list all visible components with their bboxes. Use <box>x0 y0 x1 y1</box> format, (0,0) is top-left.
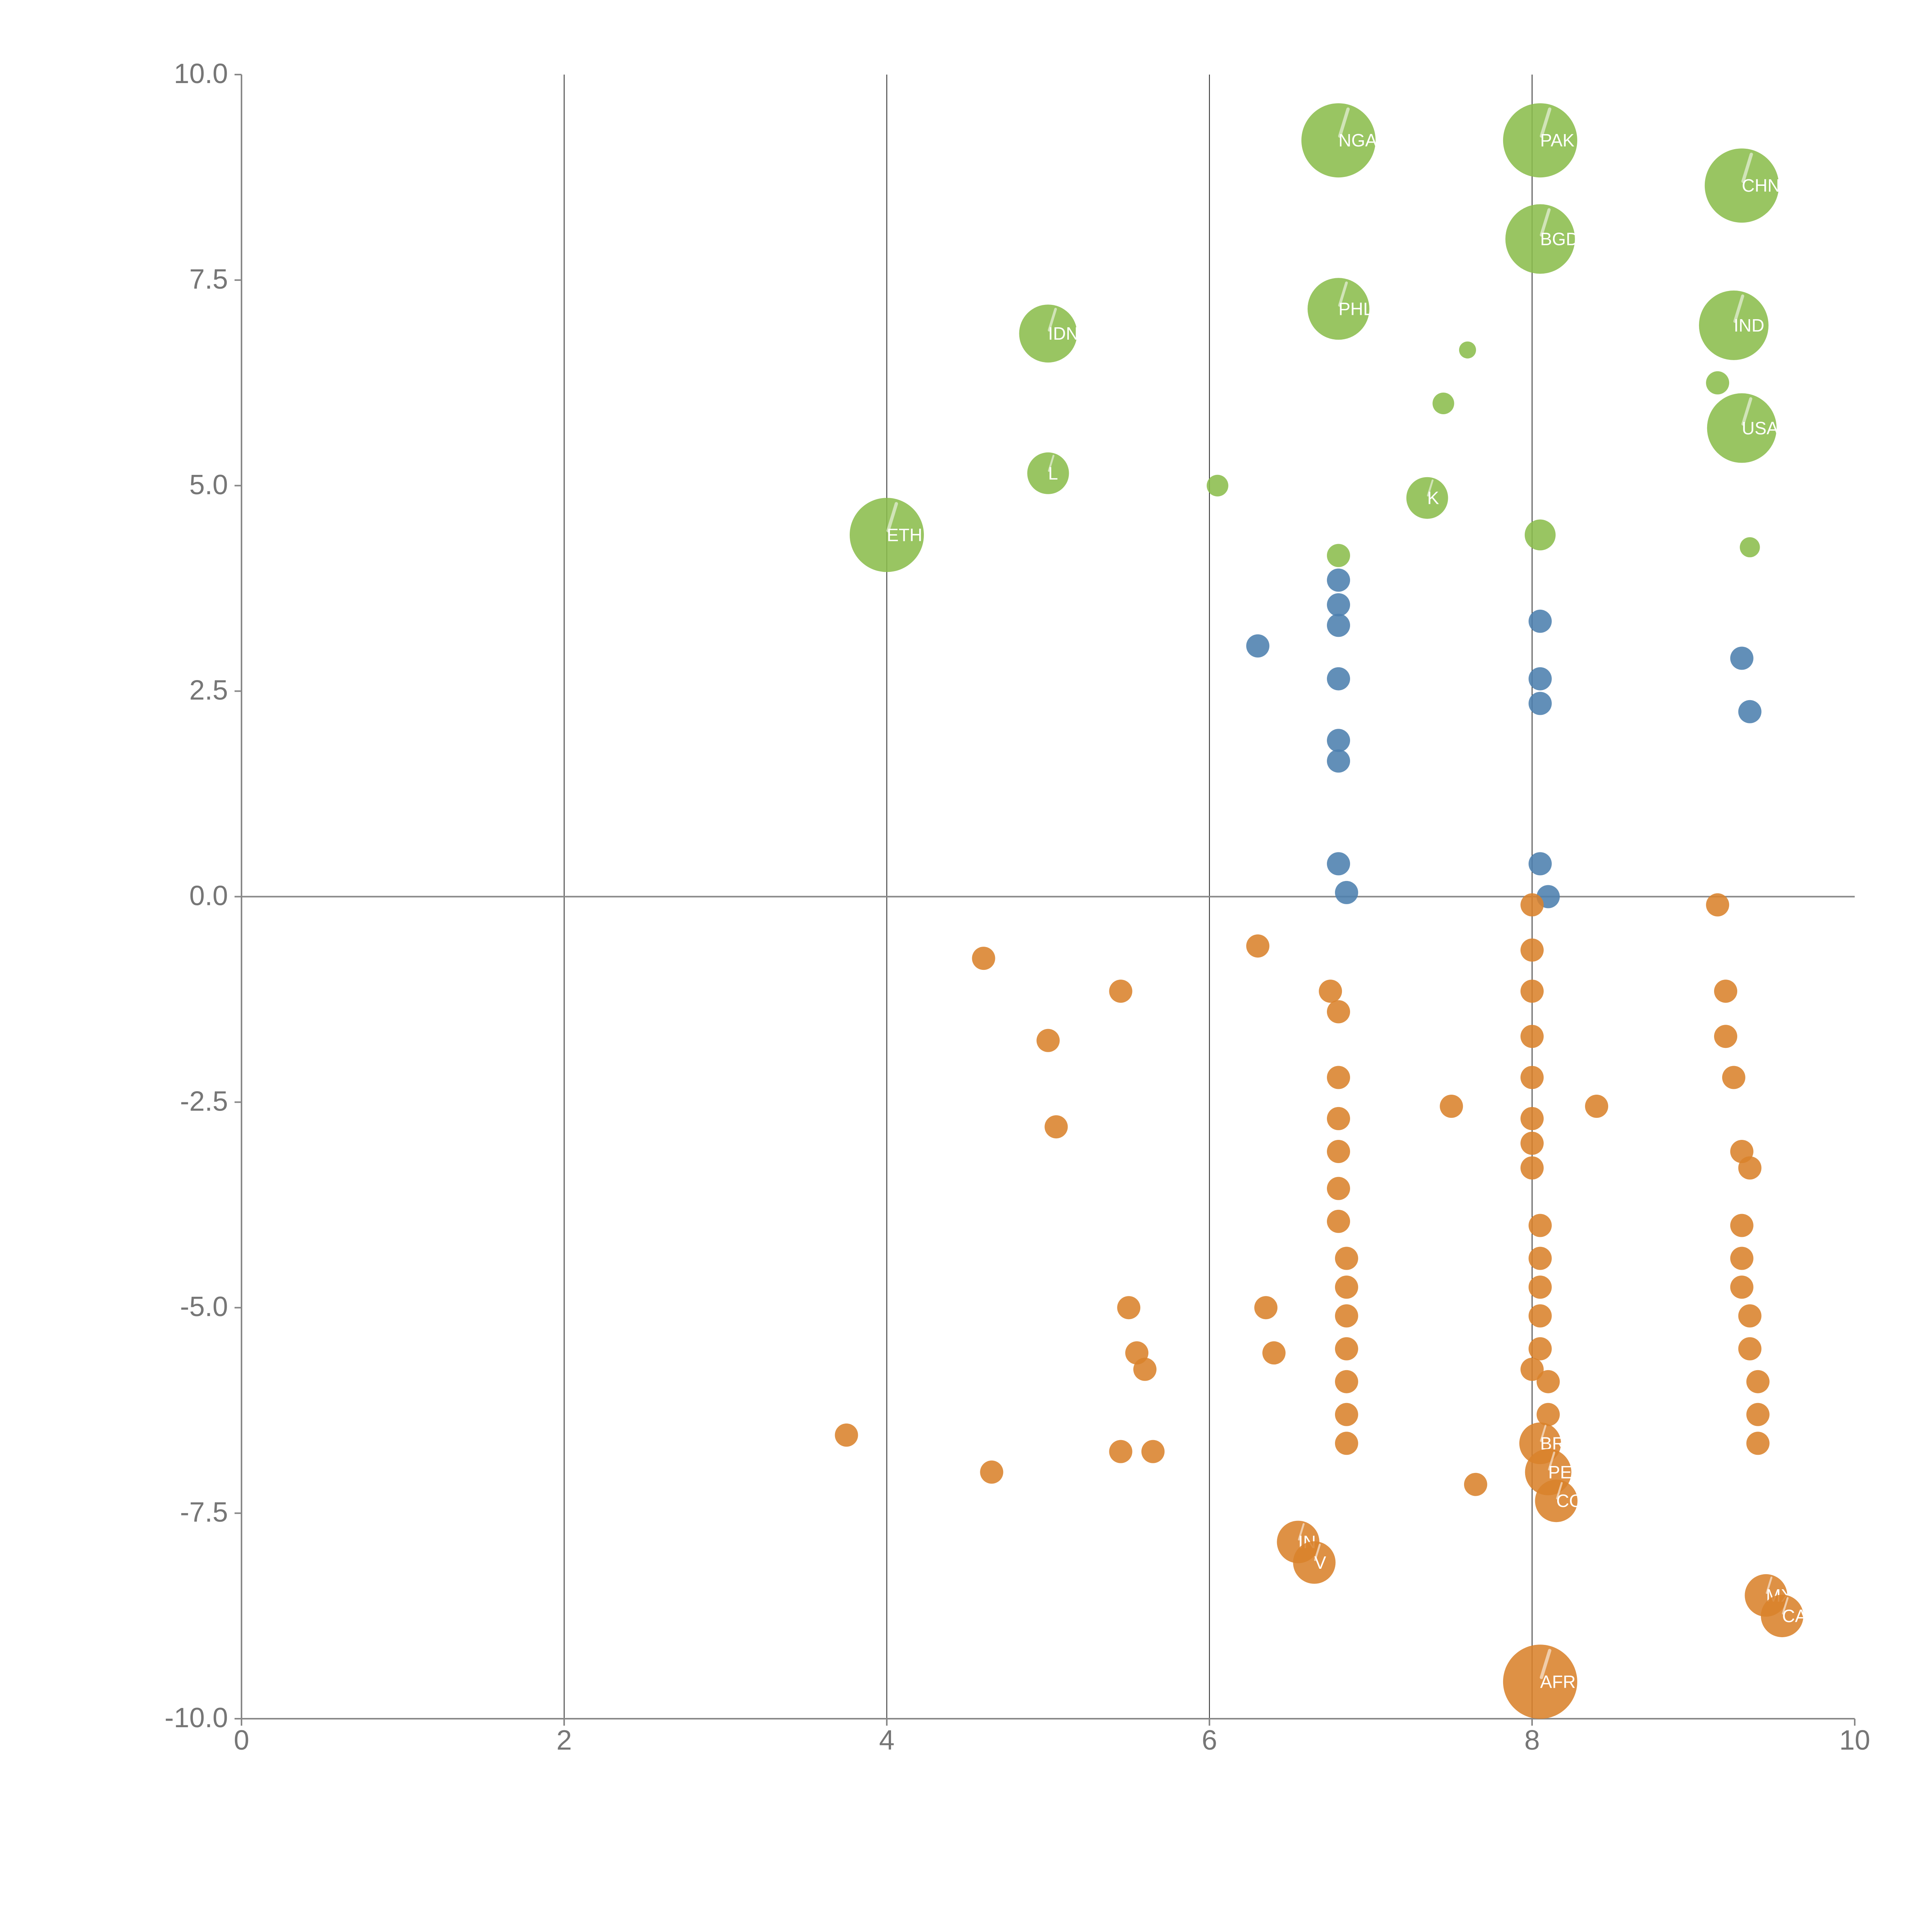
svg-text:10.0: 10.0 <box>174 58 228 89</box>
svg-text:4: 4 <box>879 1725 895 1756</box>
svg-text:8: 8 <box>1524 1725 1540 1756</box>
svg-text:2.5: 2.5 <box>189 675 228 706</box>
svg-text:6: 6 <box>1202 1725 1217 1756</box>
svg-text:NGA: NGA <box>1338 130 1377 150</box>
svg-text:CHN: CHN <box>1742 175 1781 196</box>
svg-text:0: 0 <box>234 1725 249 1756</box>
svg-text:BGD: BGD <box>1540 229 1579 249</box>
svg-text:2: 2 <box>556 1725 572 1756</box>
svg-text:-10.0: -10.0 <box>165 1702 228 1733</box>
svg-text:USA: USA <box>1742 418 1779 438</box>
svg-text:AFR: AFR <box>1540 1672 1576 1692</box>
svg-text:PHL: PHL <box>1338 299 1373 319</box>
svg-text:-7.5: -7.5 <box>180 1497 228 1528</box>
svg-text:IND: IND <box>1734 315 1764 335</box>
svg-text:PE: PE <box>1548 1462 1572 1482</box>
svg-text:7.5: 7.5 <box>189 264 228 295</box>
svg-text:CO: CO <box>1556 1491 1583 1511</box>
svg-text:CA: CA <box>1782 1606 1807 1626</box>
svg-text:IDN: IDN <box>1048 323 1079 344</box>
svg-text:PAK: PAK <box>1540 130 1575 150</box>
svg-text:-5.0: -5.0 <box>180 1291 228 1322</box>
svg-text:0.0: 0.0 <box>189 881 228 912</box>
svg-text:ETH: ETH <box>887 525 922 545</box>
svg-text:10: 10 <box>1839 1725 1870 1756</box>
svg-text:-2.5: -2.5 <box>180 1086 228 1117</box>
svg-text:5.0: 5.0 <box>189 469 228 500</box>
